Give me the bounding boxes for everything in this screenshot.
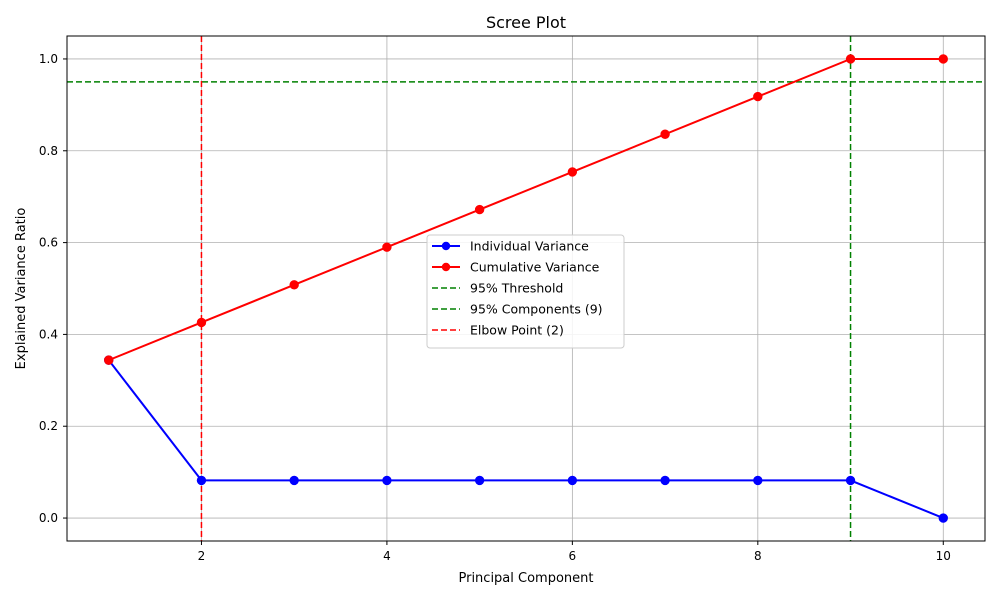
axis-ticks: 2 4 6 8 10 0.0 0.2 0.4 0.6 0.8 1.0 [39, 52, 951, 563]
x-tick-label: 2 [198, 549, 206, 563]
series-line [108, 57, 944, 362]
data-point [938, 54, 948, 64]
data-point [382, 475, 392, 486]
y-tick-label: 0.0 [39, 511, 58, 525]
data-point [474, 475, 485, 486]
data-point [104, 355, 114, 365]
data-point [567, 475, 578, 486]
y-tick-label: 1.0 [39, 52, 58, 66]
y-tick-label: 0.8 [39, 144, 58, 158]
data-point [938, 513, 948, 523]
legend-label: Cumulative Variance [470, 260, 600, 275]
x-tick-label: 4 [383, 549, 391, 563]
legend-swatch-marker [441, 241, 451, 251]
plot-area-frame [66, 35, 986, 542]
legend: Individual Variance Cumulative Variance 95… [426, 234, 625, 349]
chart-title: Scree Plot [486, 13, 566, 32]
data-point [289, 280, 299, 290]
data-point [660, 475, 670, 486]
y-tick-label: 0.6 [39, 236, 58, 250]
data-series [104, 54, 948, 523]
data-point [567, 167, 578, 177]
x-tick-label: 10 [936, 549, 951, 563]
legend-label: Elbow Point (2) [470, 323, 564, 338]
data-point [196, 475, 207, 486]
x-tick-label: 8 [754, 549, 762, 563]
legend-swatch-marker [441, 262, 451, 272]
x-tick-label: 6 [569, 549, 577, 563]
data-point [753, 91, 763, 102]
legend-label: 95% Threshold [470, 281, 563, 296]
data-point [474, 204, 485, 215]
y-tick-label: 0.2 [39, 419, 58, 433]
reference-lines [67, 36, 985, 541]
y-axis-label: Explained Variance Ratio [14, 208, 29, 370]
legend-label: Individual Variance [470, 239, 589, 254]
data-point [845, 54, 856, 64]
data-point [382, 242, 392, 252]
legend-label: 95% Components (9) [470, 302, 603, 317]
series-line [107, 359, 944, 519]
x-axis-label: Principal Component [458, 571, 593, 586]
data-point [660, 129, 670, 139]
data-point [753, 475, 763, 486]
data-point [845, 475, 856, 486]
data-point [289, 475, 299, 486]
data-point [196, 317, 207, 328]
legend-box [426, 234, 625, 349]
y-tick-label: 0.4 [39, 327, 58, 341]
